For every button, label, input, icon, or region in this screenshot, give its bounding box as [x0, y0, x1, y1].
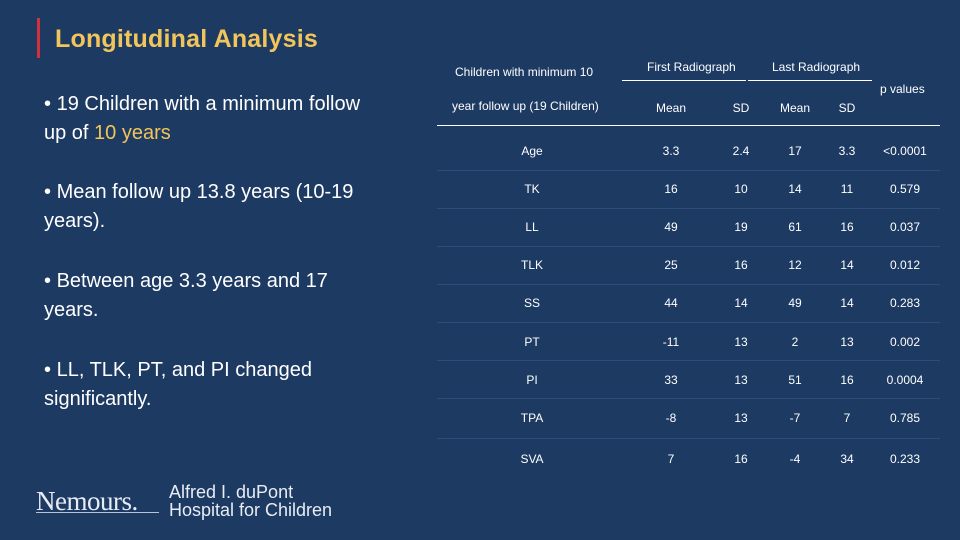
row-divider [437, 284, 940, 285]
first-sd: 16 [734, 258, 748, 272]
col-mean-first: Mean [655, 101, 687, 115]
last-sd: 16 [840, 220, 854, 234]
first-sd: 13 [734, 373, 748, 387]
first-mean: 25 [664, 258, 678, 272]
first-sd: 13 [734, 335, 748, 349]
last-mean: -4 [789, 452, 801, 466]
first-radiograph-rule [622, 80, 746, 81]
first-mean: 7 [667, 452, 675, 466]
row-label: TK [524, 182, 540, 196]
bullet-item: • Between age 3.3 years and 17 years. [44, 267, 384, 325]
last-sd: 11 [840, 182, 854, 196]
first-mean: 3.3 [662, 144, 680, 158]
last-mean: 51 [788, 373, 802, 387]
first-mean: 33 [664, 373, 678, 387]
row-label: PI [526, 373, 538, 387]
first-sd: 14 [734, 296, 748, 310]
first-sd: 16 [734, 452, 748, 466]
bullet-marker: • [44, 359, 52, 381]
p-value: 0.579 [889, 182, 921, 196]
last-mean: 61 [788, 220, 802, 234]
row-label: LL [525, 220, 539, 234]
last-mean: 12 [788, 258, 802, 272]
col-sd-first: SD [732, 101, 750, 115]
row-label: PT [524, 335, 540, 349]
row-divider [437, 438, 940, 439]
bullet-marker: • [44, 181, 52, 203]
bullet-text: Mean follow up 13.8 years (10-19 years). [44, 181, 354, 232]
row-label: TPA [520, 411, 544, 425]
row-divider [437, 398, 940, 399]
row-divider [437, 360, 940, 361]
last-sd: 7 [843, 411, 851, 425]
bullet-text: LL, TLK, PT, and PI changed significantl… [44, 359, 312, 410]
p-values-header: p values [880, 82, 925, 96]
last-mean: 17 [788, 144, 802, 158]
row-divider [437, 170, 940, 171]
wordmark-underline [36, 512, 159, 513]
last-sd: 13 [840, 335, 854, 349]
last-radiograph-rule [748, 80, 872, 81]
bullet-text: 19 Children with a minimum follow up of [44, 93, 361, 144]
p-value: 0.283 [889, 296, 921, 310]
last-sd: 34 [840, 452, 854, 466]
header-rule [437, 125, 940, 126]
p-value: 0.002 [889, 335, 921, 349]
col-sd-last: SD [838, 101, 856, 115]
p-value: <0.0001 [883, 144, 927, 158]
bullet-item: • Mean follow up 13.8 years (10-19 years… [44, 178, 384, 236]
last-mean: 14 [788, 182, 802, 196]
first-mean: 16 [664, 182, 678, 196]
bullet-marker: • [44, 270, 52, 292]
row-divider [437, 322, 940, 323]
first-sd: 13 [734, 411, 748, 425]
hospital-logo: Nemours. Alfred I. duPont Hospital for C… [36, 482, 356, 522]
last-mean: 49 [788, 296, 802, 310]
p-value: 0.233 [889, 452, 921, 466]
logo-line2: Hospital for Children [169, 500, 333, 520]
p-value: 0.037 [889, 220, 921, 234]
first-mean: 44 [664, 296, 678, 310]
last-sd: 3.3 [838, 144, 856, 158]
first-sd: 10 [734, 182, 748, 196]
first-mean: -8 [665, 411, 677, 425]
logo-line1: Alfred I. duPont [169, 482, 294, 502]
last-radiograph-header: Last Radiograph [772, 60, 861, 74]
title-accent-bar [37, 18, 40, 58]
first-sd: 2.4 [732, 144, 750, 158]
p-value: 0.785 [889, 411, 921, 425]
row-divider [437, 208, 940, 209]
p-value: 0.0004 [886, 373, 924, 387]
bullet-highlight: 10 years [94, 122, 171, 144]
last-mean: 2 [791, 335, 799, 349]
bullet-item: • 19 Children with a minimum follow up o… [44, 90, 384, 148]
col-mean-last: Mean [779, 101, 811, 115]
last-mean: -7 [789, 411, 801, 425]
row-label: SVA [520, 452, 544, 466]
first-mean: -11 [662, 335, 680, 349]
group-label-line1: Children with minimum 10 [455, 65, 594, 79]
group-label-line2: year follow up (19 Children) [452, 99, 599, 113]
p-value: 0.012 [889, 258, 921, 272]
bullet-item: • LL, TLK, PT, and PI changed significan… [44, 356, 384, 414]
first-sd: 19 [734, 220, 748, 234]
bullet-marker: • [44, 93, 52, 115]
nemours-wordmark: Nemours. [36, 486, 138, 516]
bullet-text: Between age 3.3 years and 17 years. [44, 270, 328, 321]
last-sd: 16 [840, 373, 854, 387]
slide-title: Longitudinal Analysis [55, 25, 319, 53]
last-sd: 14 [840, 296, 854, 310]
row-label: SS [523, 296, 540, 310]
first-mean: 49 [664, 220, 678, 234]
row-label: TLK [520, 258, 543, 272]
row-label: Age [521, 144, 543, 158]
last-sd: 14 [840, 258, 854, 272]
first-radiograph-header: First Radiograph [647, 60, 736, 74]
row-divider [437, 246, 940, 247]
